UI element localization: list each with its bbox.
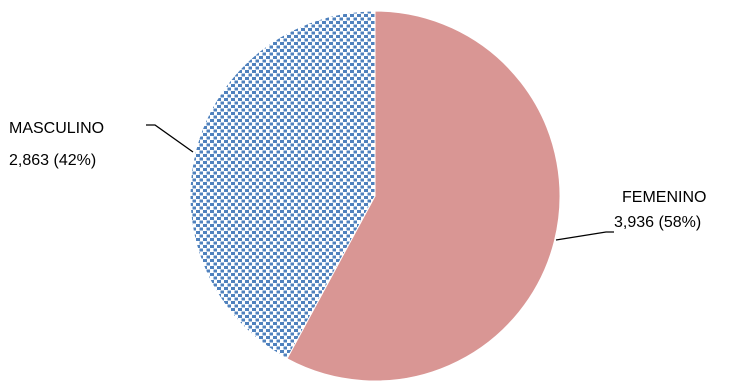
slice-label-masculino: MASCULINO 2,863 (42%) bbox=[9, 120, 104, 169]
leader-line-masculino bbox=[146, 124, 194, 153]
slice-label-masculino-value: 2,863 (42%) bbox=[9, 152, 96, 169]
slice-label-femenino: FEMENINO 3,936 (58%) bbox=[614, 189, 706, 231]
slice-label-femenino-value: 3,936 (58%) bbox=[614, 214, 701, 231]
leader-lines bbox=[146, 124, 614, 241]
pie-slice-femenino bbox=[286, 10, 561, 382]
pie-slices bbox=[189, 10, 561, 382]
slice-label-femenino-name: FEMENINO bbox=[622, 189, 706, 206]
leader-line-femenino bbox=[555, 231, 614, 241]
pie-slice-masculino bbox=[189, 10, 376, 360]
slice-label-masculino-name: MASCULINO bbox=[9, 120, 104, 137]
